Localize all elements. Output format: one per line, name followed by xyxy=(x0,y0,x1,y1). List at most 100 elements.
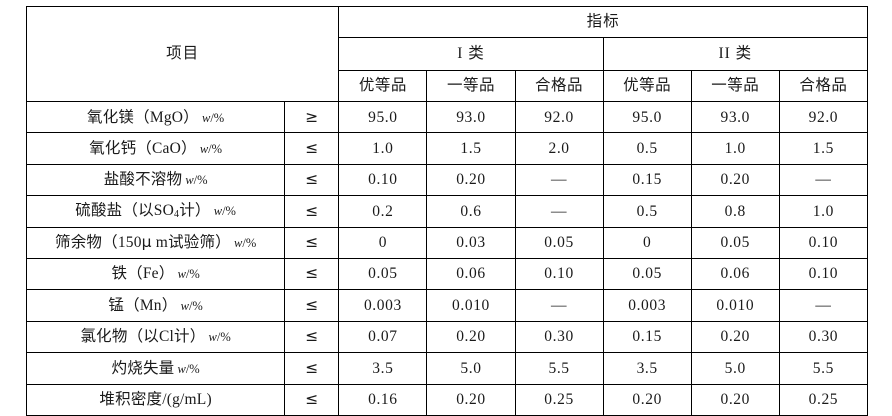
row-operator: ≤ xyxy=(284,383,340,416)
row-value: 0 xyxy=(338,226,428,259)
row-value: 5.0 xyxy=(426,352,516,385)
row-value: 0.20 xyxy=(426,163,516,197)
header-class-1: I 类 xyxy=(338,37,604,71)
row-value: — xyxy=(778,289,869,322)
row-item-label: 盐酸不溶物 w/% xyxy=(25,163,286,197)
row-value: 0.20 xyxy=(690,163,780,197)
row-value: 5.0 xyxy=(690,352,780,385)
row-value: 0.003 xyxy=(338,289,428,322)
header-item-label: 项目 xyxy=(25,6,340,102)
header-row-grade: 优等品 一等品 合格品 优等品 一等品 合格品 xyxy=(27,70,869,102)
row-operator: ≤ xyxy=(284,289,340,322)
row-value: 0.010 xyxy=(690,289,780,322)
row-value: 95.0 xyxy=(602,100,692,134)
row-value: 5.5 xyxy=(778,352,869,385)
row-item-label: 筛余物（150μ m试验筛） w/% xyxy=(25,226,286,259)
row-operator: ≤ xyxy=(284,226,340,259)
row-operator: ≥ xyxy=(284,100,340,134)
header-indicator-label: 指标 xyxy=(338,6,868,38)
row-value: 0.20 xyxy=(602,383,692,416)
row-value: 0.10 xyxy=(338,163,428,197)
row-value: 5.5 xyxy=(514,352,604,385)
row-value: 0.20 xyxy=(690,383,780,416)
row-value: 0.8 xyxy=(690,195,780,228)
table-row: 锰（Mn） w/% ≤0.003 0.010—0.003 0.010— xyxy=(25,289,869,322)
row-value: 0.06 xyxy=(690,257,780,291)
row-item-label: 堆积密度/(g/mL) xyxy=(25,383,286,416)
table-row: 铁（Fe） w/% ≤0.05 0.06 0.10 0.05 0.06 0.10 xyxy=(25,257,869,291)
row-operator: ≤ xyxy=(284,320,340,354)
row-value: — xyxy=(514,195,604,228)
table-row: 硫酸盐（以SO4计） w/% ≤0.2 0.6—0.5 0.8 1.0 xyxy=(25,195,869,228)
table-row: 氯化物（以Cl计） w/% ≤0.07 0.20 0.30 0.15 0.20 0.30 xyxy=(25,320,869,354)
row-item-label: 氧化镁（MgO） w/% xyxy=(25,100,286,134)
row-value: 0.15 xyxy=(602,320,692,354)
table-row: 堆积密度/(g/mL) ≤0.16 0.20 0.25 0.20 0.20 0.25 xyxy=(25,383,869,416)
row-item-label: 氯化物（以Cl计） w/% xyxy=(25,320,286,354)
row-value: 0.5 xyxy=(602,132,692,165)
row-value: 93.0 xyxy=(426,100,516,134)
table-body: 氧化镁（MgO） w/% ≥95.0 93.0 92.0 95.0 93.0 92.0 氧化钙… xyxy=(25,100,869,416)
row-value: — xyxy=(514,289,604,322)
row-value: 0.20 xyxy=(426,320,516,354)
row-operator: ≤ xyxy=(284,352,340,385)
row-value: 0.10 xyxy=(778,226,869,259)
row-operator: ≤ xyxy=(284,257,340,291)
row-value: 0.07 xyxy=(338,320,428,354)
row-item-label: 灼烧失量 w/% xyxy=(25,352,286,385)
header-grade-c2-g2: 一等品 xyxy=(690,70,780,102)
header-grade-c2-g1: 优等品 xyxy=(602,70,692,102)
row-value: 1.5 xyxy=(426,132,516,165)
table-row: 氧化钙（CaO） w/% ≤1.0 1.5 2.0 0.5 1.0 1.5 xyxy=(25,132,869,165)
row-item-label: 铁（Fe） w/% xyxy=(25,257,286,291)
row-value: 0.05 xyxy=(602,257,692,291)
row-value: 0.05 xyxy=(514,226,604,259)
row-value: 0.25 xyxy=(514,383,604,416)
row-item-label: 硫酸盐（以SO4计） w/% xyxy=(25,195,286,228)
row-value: 0.20 xyxy=(690,320,780,354)
row-value: 1.5 xyxy=(778,132,869,165)
row-value: 0.16 xyxy=(338,383,428,416)
row-item-label: 锰（Mn） w/% xyxy=(25,289,286,322)
row-value: 3.5 xyxy=(602,352,692,385)
row-operator: ≤ xyxy=(284,163,340,197)
row-value: 1.0 xyxy=(778,195,869,228)
header-grade-c2-g3: 合格品 xyxy=(778,70,869,102)
row-value: 0.20 xyxy=(426,383,516,416)
row-value: 0.25 xyxy=(778,383,869,416)
table-header: 项目 指标 I 类 II 类 优等品 一等品 合格品 优等品 一等品 合格品 xyxy=(25,6,869,102)
row-value: — xyxy=(514,163,604,197)
table-row: 氧化镁（MgO） w/% ≥95.0 93.0 92.0 95.0 93.0 92.0 xyxy=(25,100,869,134)
row-value: 0.03 xyxy=(426,226,516,259)
row-value: 1.0 xyxy=(690,132,780,165)
row-value: 2.0 xyxy=(514,132,604,165)
row-value: 0.10 xyxy=(514,257,604,291)
row-operator: ≤ xyxy=(284,195,340,228)
row-item-label: 氧化钙（CaO） w/% xyxy=(25,132,286,165)
row-value: 0.010 xyxy=(426,289,516,322)
row-value: 0.05 xyxy=(338,257,428,291)
row-value: 0.05 xyxy=(690,226,780,259)
row-value: 3.5 xyxy=(338,352,428,385)
row-value: 0.003 xyxy=(602,289,692,322)
header-grade-c1-g2: 一等品 xyxy=(426,70,516,102)
table-row: 灼烧失量 w/% ≤3.5 5.0 5.5 3.5 5.0 5.5 xyxy=(25,352,869,385)
row-value: 0 xyxy=(602,226,692,259)
row-value: 1.0 xyxy=(338,132,428,165)
row-value: 0.30 xyxy=(778,320,869,354)
row-value: 0.30 xyxy=(514,320,604,354)
row-value: 0.5 xyxy=(602,195,692,228)
row-value: 0.6 xyxy=(426,195,516,228)
row-value: 93.0 xyxy=(690,100,780,134)
row-value: 0.06 xyxy=(426,257,516,291)
row-value: 0.2 xyxy=(338,195,428,228)
header-grade-c1-g1: 优等品 xyxy=(338,70,428,102)
specification-table: 项目 指标 I 类 II 类 优等品 一等品 合格品 优等品 一等品 合格品 氧… xyxy=(25,6,869,416)
header-row-class: I 类 II 类 xyxy=(27,37,869,71)
row-operator: ≤ xyxy=(284,132,340,165)
row-value: 92.0 xyxy=(778,100,869,134)
table-row: 筛余物（150μ m试验筛） w/% ≤0 0.03 0.05 0 0.05 0.10 xyxy=(25,226,869,259)
table-row: 盐酸不溶物 w/% ≤0.10 0.20—0.15 0.20— xyxy=(25,163,869,197)
row-value: — xyxy=(778,163,869,197)
